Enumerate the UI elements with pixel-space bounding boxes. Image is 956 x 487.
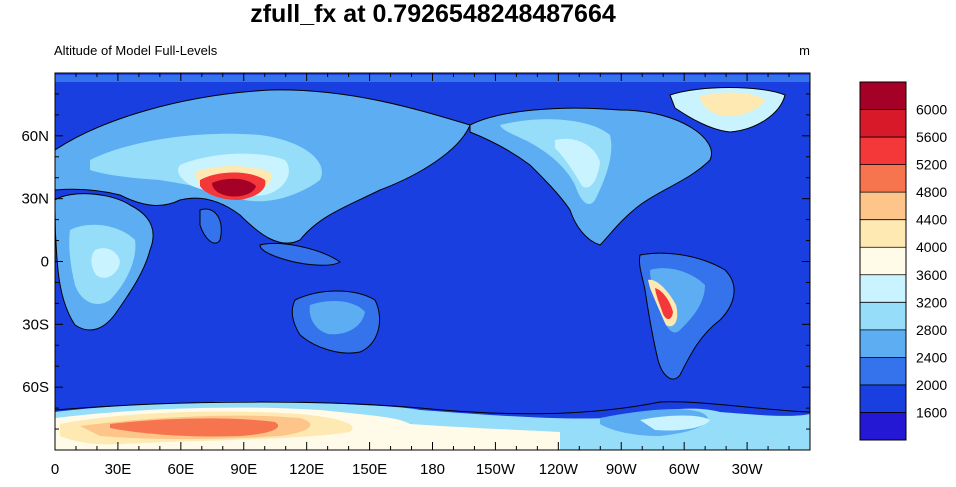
x-tick-label: 90E — [230, 461, 257, 478]
plot-subtitle-left: Altitude of Model Full-Levels — [54, 43, 218, 58]
north-america — [469, 107, 712, 246]
colorbar-swatch — [860, 412, 906, 440]
greenland — [669, 87, 786, 133]
y-tick-label: 60S — [22, 379, 49, 396]
colorbar-swatch — [860, 192, 906, 220]
y-tick-label: 30N — [21, 191, 49, 208]
antarctica — [55, 401, 810, 450]
y-tick-label: 0 — [41, 254, 49, 271]
plot-title: zfull_fx at 0.7926548248487664 — [250, 0, 616, 28]
x-tick-label: 120E — [289, 461, 324, 478]
colorbar-swatch — [860, 329, 906, 358]
colorbar-label: 3200 — [916, 294, 947, 310]
colorbar-label: 2000 — [916, 377, 947, 393]
colorbar-swatch — [860, 274, 906, 303]
colorbar-swatch — [860, 137, 906, 165]
x-tick-label: 60W — [669, 461, 701, 478]
australia — [259, 243, 381, 354]
colorbar-label: 1600 — [916, 404, 947, 420]
x-tick-label: 60E — [167, 461, 194, 478]
colorbar-swatch — [860, 164, 906, 193]
y-tick-label: 60N — [21, 128, 49, 145]
y-tick-label: 30S — [22, 316, 49, 333]
colorbar: 6000 5600 5200 4800 4400 4000 3600 3200 2800 2400… — [859, 81, 947, 441]
colorbar-label: 4000 — [916, 239, 947, 255]
colorbar-label: 3600 — [916, 267, 947, 283]
plot-units: m — [799, 43, 810, 58]
eurasia — [55, 89, 471, 244]
x-tick-label: 120W — [539, 461, 579, 478]
axis-ticks — [54, 72, 811, 451]
x-tick-label: 180 — [420, 461, 445, 478]
colorbar-label: 2400 — [916, 349, 947, 365]
africa — [55, 193, 154, 331]
colorbar-swatch — [860, 82, 906, 110]
x-tick-label: 30E — [105, 461, 132, 478]
colorbar-swatch — [860, 302, 906, 330]
colorbar-label: 4800 — [916, 184, 947, 200]
axis-labels: 0 30E 60E 90E 120E 150E 180 150W 120W 90W 60W 30W 60… — [21, 128, 763, 478]
colorbar-swatch — [860, 357, 906, 385]
colorbar-swatch — [860, 219, 906, 248]
map-area — [55, 73, 810, 450]
colorbar-swatch — [860, 109, 906, 138]
colorbar-frame — [859, 81, 907, 441]
x-tick-label: 150W — [476, 461, 516, 478]
colorbar-swatch — [860, 384, 906, 413]
colorbar-label: 4400 — [916, 212, 947, 228]
x-tick-label: 150E — [352, 461, 387, 478]
colorbar-label: 5200 — [916, 157, 947, 173]
south-america — [639, 252, 735, 380]
x-tick-label: 90W — [606, 461, 638, 478]
x-tick-label: 30W — [732, 461, 764, 478]
x-tick-label: 0 — [51, 461, 59, 478]
colorbar-swatch — [860, 247, 906, 275]
colorbar-label: 5600 — [916, 129, 947, 145]
colorbar-label: 6000 — [916, 102, 947, 118]
colorbar-label: 2800 — [916, 322, 947, 338]
